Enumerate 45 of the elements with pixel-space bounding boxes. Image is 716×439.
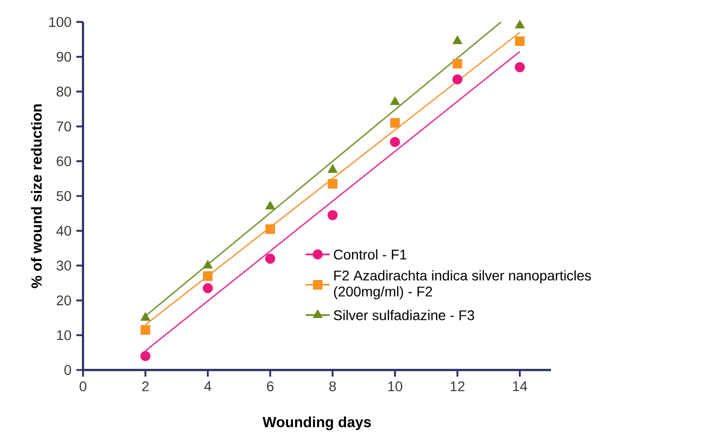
y-tick-label: 70 [56,121,72,132]
y-tick-label: 10 [57,330,72,340]
y-tick-label: 50 [56,191,72,201]
legend-label: Silver sulfadiazine - F3 [334,310,474,320]
y-tick-label: 40 [56,226,72,236]
y-tick-label: 90 [56,52,72,62]
legend-label: F2 Azadirachta indica silver nanoparticles (200mg/ml) - F2 [334,270,591,300]
x-tick-label: 14 [513,381,528,392]
x-tick-label: 10 [388,381,402,392]
point [140,325,150,335]
y-tick-label: 30 [56,260,72,271]
legend-label: Control - F1 [334,249,406,260]
x-tick-label: 6 [267,381,274,392]
y-tick-label: 20 [56,295,72,306]
point [452,74,462,84]
y-tick-label: 100 [49,17,72,27]
point [514,20,525,28]
point [515,36,525,46]
point [390,96,400,105]
point [514,62,525,72]
point [140,312,150,321]
x-axis-title: Wounding days [262,416,371,430]
point [390,136,400,148]
point [390,118,400,128]
point [452,58,462,69]
point [328,179,338,189]
point [265,254,276,264]
point [202,260,213,269]
x-tick-label: 2 [142,381,149,392]
y-tick-label: 60 [56,156,72,166]
x-tick-label: 8 [329,381,336,392]
point [265,200,276,210]
point [202,283,213,294]
point [265,224,276,234]
point [328,164,338,173]
point [140,351,150,362]
y-tick-label: 0 [64,365,72,375]
point [328,210,338,220]
y-tick-label: 80 [56,86,72,97]
y-axis-title: % of wound size reduction [31,104,42,288]
x-tick-label: 4 [204,381,212,392]
x-tick-label: 0 [80,381,86,392]
x-tick-label: 12 [450,381,464,392]
point [452,36,462,44]
point [203,271,213,281]
